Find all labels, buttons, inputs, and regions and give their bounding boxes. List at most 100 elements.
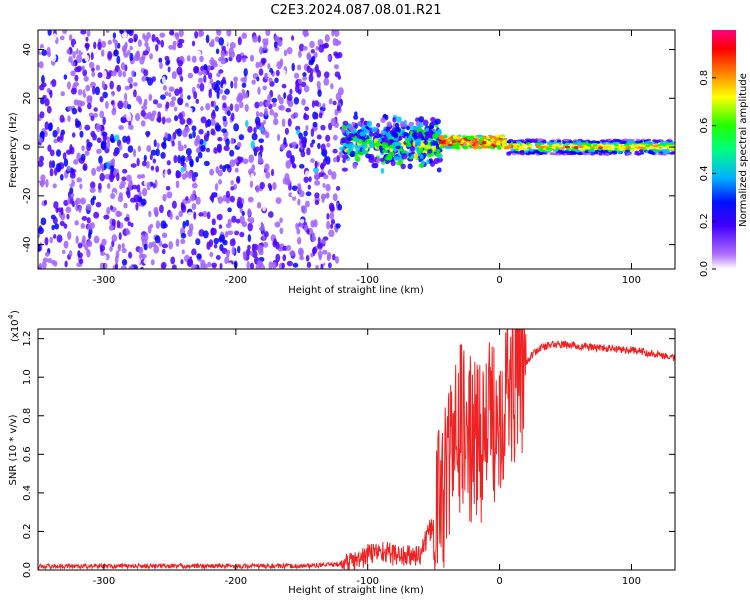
spectral-cell xyxy=(191,182,198,189)
spectral-cell xyxy=(332,100,337,106)
spectral-cell xyxy=(135,202,139,211)
spectral-cell xyxy=(63,223,68,229)
spectral-cell xyxy=(281,262,285,269)
spectral-cell xyxy=(285,160,292,169)
spectral-cell xyxy=(93,235,100,244)
spectral-cell xyxy=(263,107,269,117)
spectral-cell xyxy=(617,150,622,154)
spectral-cell xyxy=(74,74,79,82)
spectral-cell xyxy=(171,200,177,209)
spectral-cell xyxy=(433,158,440,165)
spectral-cell xyxy=(218,37,225,46)
spectral-cell xyxy=(331,171,337,180)
spectral-cell xyxy=(200,263,206,269)
spectral-cell xyxy=(46,105,52,114)
spectral-cell xyxy=(265,171,271,179)
spectral-cell xyxy=(268,261,273,269)
spectral-cell xyxy=(258,101,264,107)
spectral-cell xyxy=(111,74,118,82)
spectral-cell xyxy=(161,116,166,125)
spectral-cell xyxy=(195,238,201,246)
spectral-cell xyxy=(92,112,98,118)
spectral-cell xyxy=(174,88,180,97)
spectral-cell xyxy=(44,98,50,107)
spectral-cell xyxy=(110,70,117,77)
spectral-cell xyxy=(235,53,242,63)
spectral-cell xyxy=(193,211,197,220)
spectral-cell xyxy=(313,167,319,174)
spectral-cell xyxy=(132,148,137,158)
spectral-cell xyxy=(140,234,145,243)
spectral-cell xyxy=(434,148,441,153)
spectral-cell xyxy=(76,177,83,183)
colorbar-label: Normalized spectral amplitude xyxy=(738,73,749,227)
spectral-cell xyxy=(152,99,159,105)
spectral-cell xyxy=(304,106,310,112)
spectral-cell xyxy=(452,135,458,139)
spectral-cell xyxy=(60,207,64,216)
spectral-cell xyxy=(301,98,306,106)
spectral-cell xyxy=(146,132,150,138)
spectral-cell xyxy=(541,140,547,144)
spectral-cell xyxy=(203,63,208,71)
spectral-cell xyxy=(655,140,661,143)
spectral-cell xyxy=(198,71,203,76)
snr-series-line xyxy=(38,329,675,570)
spectral-cell xyxy=(466,142,471,146)
spectral-cell xyxy=(147,111,152,120)
spectral-cell xyxy=(221,94,227,101)
spectral-cell xyxy=(399,120,406,128)
spectral-cell xyxy=(251,132,258,141)
spectral-cell xyxy=(314,200,320,206)
spectral-cell xyxy=(330,83,334,90)
spectral-cell xyxy=(300,81,307,88)
spectral-cell xyxy=(59,173,64,181)
spectral-cell xyxy=(273,112,279,119)
spectral-cell xyxy=(638,146,644,150)
spectral-cell xyxy=(160,152,166,159)
spectral-cell xyxy=(231,246,236,256)
spectral-cell xyxy=(317,39,324,47)
spectral-cell xyxy=(612,139,618,143)
spectral-cell xyxy=(249,217,255,224)
spectral-cell xyxy=(230,137,235,145)
spectral-cell xyxy=(243,68,248,77)
spectral-cell xyxy=(168,86,175,92)
spectral-cell xyxy=(224,164,231,169)
spectral-cell xyxy=(180,204,187,213)
spectral-cell xyxy=(245,92,249,99)
spectral-cell xyxy=(406,125,410,131)
x-tick-label: 0 xyxy=(496,576,502,587)
spectral-cell xyxy=(330,224,334,229)
spectral-cell xyxy=(85,36,89,42)
spectral-cell xyxy=(185,170,189,179)
spectral-cell xyxy=(324,193,330,199)
spectral-cell xyxy=(143,258,149,265)
spectral-cell xyxy=(233,158,239,164)
spectral-cell xyxy=(93,211,100,219)
spectral-cell xyxy=(285,107,292,113)
spectral-cell xyxy=(116,55,121,65)
spectral-cell xyxy=(328,98,333,105)
y-tick-label: -20 xyxy=(22,188,33,204)
spectral-cell xyxy=(116,84,122,92)
spectral-cell xyxy=(274,84,278,92)
spectral-cell xyxy=(175,215,180,220)
spectral-cell xyxy=(499,135,505,139)
spectral-cell xyxy=(118,232,122,241)
spectral-cell xyxy=(38,215,41,225)
spectral-cell xyxy=(327,169,333,176)
spectral-cell xyxy=(68,34,73,41)
spectral-cell xyxy=(263,241,269,248)
spectral-cell xyxy=(245,248,251,256)
spectral-cell xyxy=(110,165,114,173)
spectral-cell xyxy=(175,180,180,189)
spectral-cell xyxy=(251,79,256,85)
spectral-cell xyxy=(181,249,185,255)
spectral-cell xyxy=(286,260,293,267)
spectral-cell xyxy=(86,240,93,248)
spectral-cell xyxy=(221,128,227,133)
spectral-cell xyxy=(200,144,206,152)
spectral-cell xyxy=(138,97,143,105)
spectral-cell xyxy=(126,190,131,199)
